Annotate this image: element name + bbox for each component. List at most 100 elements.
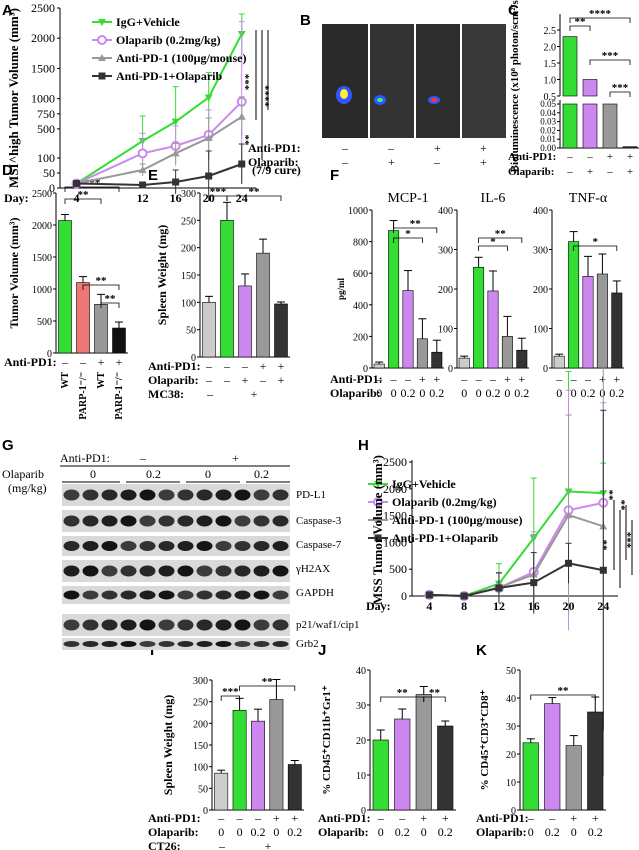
imaging-panel: Anti-PD1: Olaparib: – – + + – + – + [248,24,506,169]
k-row-mark: – [527,811,535,825]
i-sig-label: ** [262,676,274,688]
f1-row-mark: 0 [376,386,382,400]
blot-band [120,590,137,600]
blot-band [158,590,175,600]
mouse-image-3 [416,24,460,138]
c-ytick-label: 0.05 [540,99,556,109]
a-legend-marker [97,35,107,45]
blot-band [215,541,232,551]
a-point [204,133,213,141]
blot-band [234,565,251,577]
blot-band [63,641,80,647]
i-row-mark: 0.2 [251,825,266,839]
blot-band [196,565,213,577]
f3-bar [553,355,565,369]
blot-band [234,641,251,647]
i-row-mark: + [291,811,298,825]
d-bar [112,327,126,354]
h-ylabel: MSS Tumor Volume (mm³) [370,455,385,605]
k-row-mark: + [570,811,577,825]
j-ytick-label: 40 [356,666,366,677]
e-row-mark: – [205,373,213,387]
panel-label-a: A [2,2,13,19]
blot-band [101,641,118,647]
imaging-pd1-mark-3: + [434,141,441,155]
e-row-mark: + [242,373,249,387]
c-bar [582,103,598,149]
h-point [599,566,607,574]
blot-band [139,515,156,527]
mouse-image-2 [370,24,414,138]
blot-anti-pd1-label: Anti-PD1: [60,451,110,465]
d-ytick-label: 1000 [32,285,52,296]
blot-band [177,489,194,501]
a-point [138,166,147,173]
blot-unit-label: (mg/kg) [8,481,47,495]
i-bar [287,764,302,811]
c-ytick-label: 2.0 [544,43,557,54]
f3-sig-label: * [592,236,598,248]
f1-title: MCP-1 [387,191,428,206]
d-sig-label: ** [96,275,108,287]
chart-c: 0.5 1.0 1.5 2.0 2.5 0.000.010.020.030.040.05 B… [508,0,639,178]
c-bar-top [582,79,598,97]
d-ytick-label: 2000 [32,221,52,232]
e-bar [256,252,270,358]
i-bar [269,699,284,811]
blot-band [158,619,175,631]
i-row-mark: 0 [218,825,224,839]
panel-label-h: H [358,437,369,454]
blot-band [215,489,232,501]
j-ylabel: % CD45⁺CD11b⁺Gr1⁺ [321,685,333,795]
d-ytick-label: 500 [37,317,52,328]
luminescence-core-1 [340,89,348,99]
e-ytick-label: 200 [181,244,196,255]
blot-band [177,590,194,600]
c-sig-bracket [569,17,631,23]
k-bar [522,742,539,811]
charts-layer: 0.5 1.0 1.5 2.0 2.5 0.000.010.020.030.040.05 B… [4,0,639,850]
j-bar [394,718,411,811]
blot-anti-pd1-mark-plus: + [232,451,239,465]
h-legend-label: Anti-PD-1+Olaparib [392,531,498,545]
f1-row-mark: – [390,372,398,386]
e-row-label: Olaparib: [148,373,199,387]
j-bar [437,725,454,811]
f3-ytick-label: 300 [533,246,548,257]
k-row-mark: + [592,811,599,825]
imaging-anti-pd1-label: Anti-PD1: [248,141,301,155]
imaging-ola-mark-4: + [480,155,487,169]
h-point [564,511,573,519]
i-row-mark: 0.2 [287,825,302,839]
h-ytick-label: 0 [401,589,407,603]
f1-sig-bracket [393,227,438,233]
e-row-mark: + [260,359,267,373]
blot-band [177,619,194,631]
i-row-mark: – [217,811,225,825]
j-row-label: Olaparib: [318,825,369,839]
a-ytick-label: 100 [37,151,55,165]
i-ytick-label: 300 [193,676,208,687]
f1-sig-label: * [405,228,411,240]
c-ylabel: Bioluminescence (x10⁸ photon/scm²/sr) [509,0,521,172]
a-legend-label: Anti-PD-1+Olaparib [116,69,222,83]
a-ytick-label: 750 [37,107,55,121]
blot-band [82,619,99,631]
a-sig-label: *** [243,73,255,90]
panel-label-c: C [508,2,519,19]
imaging-pd1-mark-4: + [480,141,487,155]
h-sig-label: *** [625,531,637,548]
k-row-mark: 0 [571,825,577,839]
f3-ytick-label: 0 [543,364,548,375]
c-sig-label: **** [589,8,612,20]
h-point [425,591,433,599]
imaging-olaparib-label: Olaparib: [248,155,299,169]
h-sig-label: ** [601,539,613,551]
k-bar [544,703,561,811]
d-sig-bracket [82,284,120,290]
mouse-image-4 [462,24,506,138]
mouse-image-1 [322,24,368,138]
f3-row-mark: 0 [599,386,605,400]
